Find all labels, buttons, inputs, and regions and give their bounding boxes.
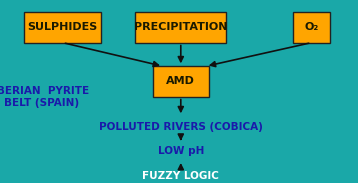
Text: PRECIPITATION: PRECIPITATION xyxy=(134,23,228,32)
Text: FUZZY LOGIC: FUZZY LOGIC xyxy=(142,171,219,181)
Text: O₂: O₂ xyxy=(304,23,319,32)
Text: POLLUTED RIVERS (COBICA): POLLUTED RIVERS (COBICA) xyxy=(99,122,263,132)
Text: AMD: AMD xyxy=(166,76,195,86)
FancyBboxPatch shape xyxy=(24,12,101,43)
Text: IBERIAN  PYRITE
BELT (SPAIN): IBERIAN PYRITE BELT (SPAIN) xyxy=(0,86,89,108)
Text: LOW pH: LOW pH xyxy=(158,146,204,156)
FancyBboxPatch shape xyxy=(135,12,227,43)
FancyBboxPatch shape xyxy=(153,66,208,97)
FancyBboxPatch shape xyxy=(293,12,330,43)
Text: SULPHIDES: SULPHIDES xyxy=(28,23,98,32)
